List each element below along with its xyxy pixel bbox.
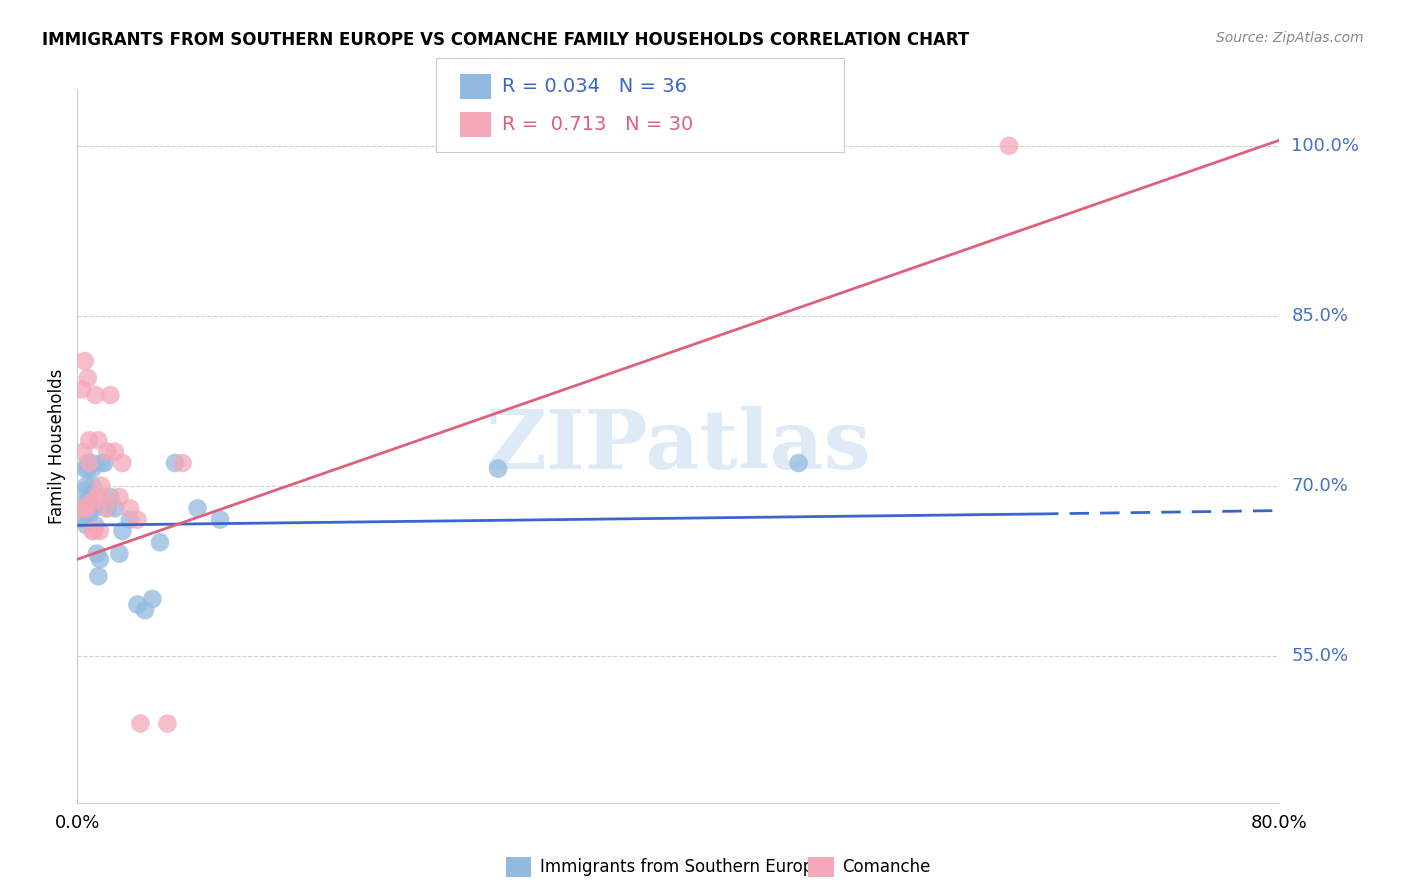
Point bbox=[76, 461, 98, 475]
Text: Source: ZipAtlas.com: Source: ZipAtlas.com bbox=[1216, 31, 1364, 45]
Point bbox=[89, 524, 111, 538]
Point bbox=[70, 501, 93, 516]
Point bbox=[69, 501, 91, 516]
Point bbox=[84, 518, 107, 533]
Text: IMMIGRANTS FROM SOUTHERN EUROPE VS COMANCHE FAMILY HOUSEHOLDS CORRELATION CHART: IMMIGRANTS FROM SOUTHERN EUROPE VS COMAN… bbox=[42, 31, 969, 49]
Point bbox=[80, 501, 103, 516]
Point bbox=[84, 388, 107, 402]
Text: Comanche: Comanche bbox=[842, 858, 931, 876]
Point bbox=[79, 507, 101, 521]
Point bbox=[72, 444, 94, 458]
Point bbox=[108, 490, 131, 504]
Point bbox=[111, 524, 134, 538]
Point bbox=[87, 434, 110, 448]
Point bbox=[156, 716, 179, 731]
Point bbox=[73, 354, 96, 368]
Point bbox=[86, 547, 108, 561]
Point bbox=[163, 456, 186, 470]
Point bbox=[70, 383, 93, 397]
Point bbox=[100, 490, 122, 504]
Point bbox=[93, 456, 115, 470]
Text: 85.0%: 85.0% bbox=[1292, 307, 1348, 325]
Point bbox=[111, 456, 134, 470]
Point bbox=[104, 444, 127, 458]
Text: R = 0.034   N = 36: R = 0.034 N = 36 bbox=[502, 77, 688, 96]
Point bbox=[90, 456, 112, 470]
Point bbox=[91, 490, 114, 504]
Text: 100.0%: 100.0% bbox=[1292, 136, 1360, 155]
Point bbox=[75, 518, 97, 533]
Point bbox=[94, 501, 117, 516]
Point bbox=[79, 490, 101, 504]
Point bbox=[118, 513, 141, 527]
Text: 70.0%: 70.0% bbox=[1292, 476, 1348, 495]
Point bbox=[76, 371, 98, 385]
Point bbox=[80, 456, 103, 470]
Point bbox=[127, 598, 149, 612]
Point bbox=[75, 501, 97, 516]
Point bbox=[82, 461, 104, 475]
Point bbox=[104, 501, 127, 516]
Point bbox=[89, 552, 111, 566]
Y-axis label: Family Households: Family Households bbox=[48, 368, 66, 524]
Point bbox=[83, 501, 105, 516]
Point bbox=[141, 591, 163, 606]
Point bbox=[87, 569, 110, 583]
Point bbox=[83, 524, 105, 538]
Point bbox=[134, 603, 156, 617]
Point bbox=[129, 716, 152, 731]
Point bbox=[96, 444, 118, 458]
Point bbox=[127, 513, 149, 527]
Text: Immigrants from Southern Europe: Immigrants from Southern Europe bbox=[540, 858, 824, 876]
Point bbox=[79, 434, 101, 448]
Point bbox=[108, 547, 131, 561]
Point bbox=[80, 495, 103, 509]
Point bbox=[186, 501, 209, 516]
Point bbox=[118, 501, 141, 516]
Text: ZIPatlas: ZIPatlas bbox=[485, 406, 872, 486]
Text: R =  0.713   N = 30: R = 0.713 N = 30 bbox=[502, 115, 693, 134]
Point bbox=[76, 456, 98, 470]
Point bbox=[172, 456, 194, 470]
Point bbox=[82, 524, 104, 538]
Point bbox=[79, 456, 101, 470]
Point bbox=[90, 478, 112, 492]
Point bbox=[149, 535, 172, 549]
Point bbox=[486, 461, 509, 475]
Point bbox=[72, 484, 94, 499]
Text: 55.0%: 55.0% bbox=[1292, 647, 1348, 665]
Point bbox=[73, 501, 96, 516]
Point bbox=[82, 478, 104, 492]
Point bbox=[75, 478, 97, 492]
Point bbox=[998, 138, 1021, 153]
Point bbox=[787, 456, 810, 470]
Point bbox=[73, 513, 96, 527]
Point bbox=[100, 388, 122, 402]
Point bbox=[96, 501, 118, 516]
Point bbox=[86, 490, 108, 504]
Point bbox=[73, 461, 96, 475]
Point bbox=[209, 513, 232, 527]
